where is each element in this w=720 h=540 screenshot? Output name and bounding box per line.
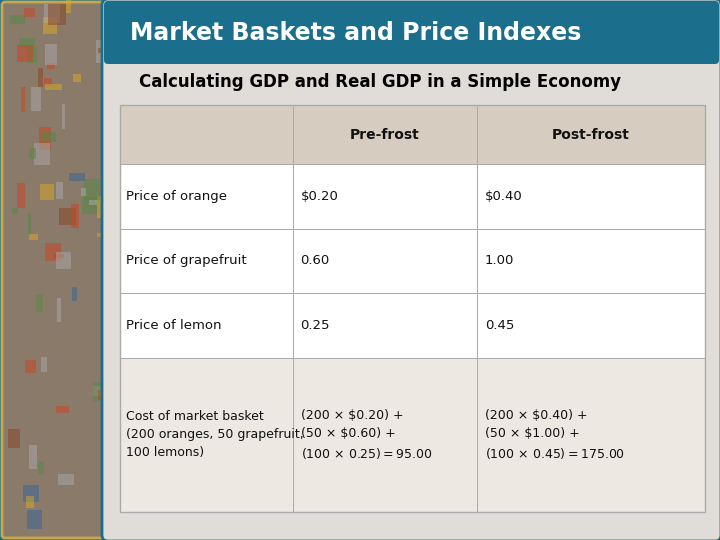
Bar: [120, 293, 705, 357]
Text: Price of orange: Price of orange: [126, 190, 227, 203]
Text: $0.40: $0.40: [485, 190, 523, 203]
Text: 0.60: 0.60: [300, 254, 330, 267]
Bar: [58, 474, 74, 485]
Bar: [68, 173, 85, 181]
Text: Cost of market basket
(200 oranges, 50 grapefruit,
100 lemons): Cost of market basket (200 oranges, 50 g…: [126, 410, 304, 459]
Text: 1.00: 1.00: [485, 254, 514, 267]
Text: Pre-frost: Pre-frost: [350, 127, 420, 141]
Bar: [98, 48, 107, 52]
Bar: [17, 183, 25, 208]
Bar: [35, 143, 50, 165]
Bar: [99, 390, 109, 400]
Bar: [72, 287, 77, 301]
Bar: [43, 17, 57, 34]
Bar: [44, 4, 60, 23]
Bar: [45, 84, 62, 90]
FancyBboxPatch shape: [104, 1, 719, 64]
Bar: [29, 234, 37, 240]
Bar: [36, 295, 42, 312]
Bar: [56, 252, 71, 269]
Text: 0.25: 0.25: [300, 319, 330, 332]
Bar: [27, 213, 31, 234]
Bar: [81, 188, 86, 195]
Bar: [17, 45, 33, 62]
Bar: [38, 69, 43, 87]
Text: 0.45: 0.45: [485, 319, 514, 332]
Bar: [120, 357, 705, 512]
Bar: [120, 228, 705, 293]
Bar: [59, 208, 76, 225]
Bar: [56, 182, 63, 199]
Bar: [29, 446, 37, 469]
Bar: [27, 47, 37, 63]
Bar: [96, 195, 110, 218]
FancyBboxPatch shape: [2, 2, 108, 538]
Bar: [42, 132, 56, 142]
Bar: [96, 40, 108, 63]
Text: Calculating GDP and Real GDP in a Simple Economy: Calculating GDP and Real GDP in a Simple…: [139, 73, 621, 91]
Bar: [40, 185, 54, 200]
Bar: [101, 385, 114, 405]
FancyBboxPatch shape: [102, 0, 720, 540]
Bar: [102, 380, 120, 392]
Bar: [27, 510, 42, 529]
Bar: [94, 386, 107, 396]
Bar: [9, 429, 19, 448]
Text: (200 × $0.20) +
(50 × $0.60) +
(100 × $0.25) = $95.00: (200 × $0.20) + (50 × $0.60) + (100 × $0…: [300, 409, 432, 461]
Bar: [29, 148, 36, 159]
Bar: [31, 86, 41, 111]
Bar: [120, 105, 705, 164]
Bar: [27, 496, 35, 508]
Bar: [45, 242, 61, 261]
Bar: [94, 381, 102, 401]
Bar: [48, 4, 66, 25]
Bar: [47, 63, 55, 69]
Text: Market Baskets and Price Indexes: Market Baskets and Price Indexes: [130, 21, 581, 45]
Bar: [41, 357, 47, 372]
Bar: [89, 200, 97, 205]
Bar: [82, 197, 99, 214]
Text: Price of lemon: Price of lemon: [126, 319, 222, 332]
Bar: [120, 164, 705, 228]
Bar: [39, 127, 51, 150]
Bar: [19, 38, 35, 48]
Bar: [55, 254, 64, 258]
Bar: [12, 208, 18, 214]
Bar: [22, 485, 39, 502]
Text: Price of grapefruit: Price of grapefruit: [126, 254, 247, 267]
Bar: [24, 8, 35, 17]
Text: (200 × $0.40) +
(50 × $1.00) +
(100 × $0.45) = $175.00: (200 × $0.40) + (50 × $1.00) + (100 × $0…: [485, 409, 625, 461]
Text: Post-frost: Post-frost: [552, 127, 630, 141]
Bar: [45, 44, 58, 65]
Bar: [22, 87, 25, 112]
Bar: [96, 233, 105, 237]
Bar: [56, 406, 69, 413]
Bar: [71, 204, 79, 228]
Bar: [120, 105, 705, 512]
Bar: [38, 461, 45, 474]
Bar: [44, 78, 52, 86]
Bar: [10, 15, 25, 24]
Bar: [84, 179, 100, 200]
Bar: [73, 73, 81, 82]
Bar: [66, 0, 71, 13]
Bar: [62, 104, 66, 129]
Bar: [25, 360, 36, 373]
Text: $0.20: $0.20: [300, 190, 338, 203]
Bar: [58, 298, 61, 322]
